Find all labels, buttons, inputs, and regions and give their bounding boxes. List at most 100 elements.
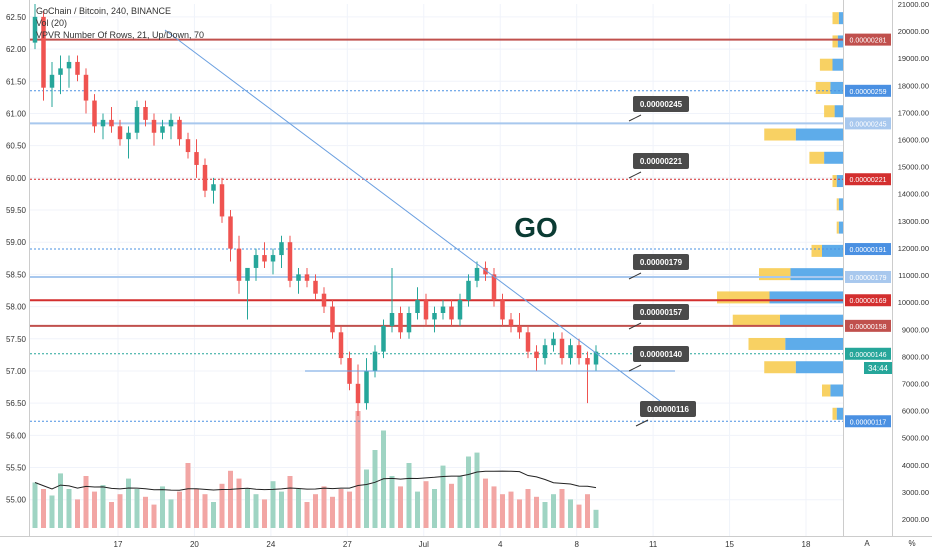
price-lines bbox=[30, 38, 843, 422]
callout-label: 0.00000140 bbox=[640, 350, 683, 359]
volume-tick-label: 9000.00 bbox=[902, 325, 929, 334]
time-axis[interactable]: 17 20 24 27 Jul 4 8 11 15 18 bbox=[114, 540, 811, 549]
price-badge-bg bbox=[845, 33, 891, 46]
vp-row-up bbox=[830, 81, 843, 94]
volume-bar bbox=[296, 489, 301, 528]
volume-bar bbox=[500, 494, 505, 528]
time-tick-label: 11 bbox=[649, 540, 658, 549]
volume-axis[interactable]: 21000.00 20000.00 19000.00 18000.00 17000.00… bbox=[898, 0, 929, 524]
callout-box bbox=[633, 96, 689, 112]
candle-body bbox=[474, 267, 480, 281]
vp-row-up bbox=[824, 151, 843, 164]
candle-body bbox=[381, 325, 386, 352]
candle-body bbox=[168, 119, 174, 127]
volume-bar bbox=[338, 489, 344, 528]
volume-bar bbox=[32, 482, 38, 528]
candle-body bbox=[49, 74, 55, 88]
candle-body bbox=[151, 119, 157, 133]
vp-row-down bbox=[764, 128, 796, 141]
candle-body bbox=[270, 255, 276, 262]
candle-body bbox=[568, 345, 573, 359]
volume-bar bbox=[100, 485, 106, 528]
vp-row-up bbox=[832, 58, 843, 71]
candle-body bbox=[296, 274, 301, 281]
vp-row-up bbox=[838, 198, 843, 211]
vp-row-down bbox=[836, 221, 839, 234]
candle-body bbox=[355, 383, 361, 404]
price-badge-bg bbox=[845, 173, 891, 186]
callout-box bbox=[633, 254, 689, 270]
candle-body bbox=[330, 306, 335, 333]
vp-row-up bbox=[834, 105, 843, 118]
left-tick-label: 62.50 bbox=[6, 13, 27, 22]
candle-body bbox=[415, 300, 420, 313]
candle-body bbox=[253, 255, 259, 268]
vp-row-up bbox=[836, 407, 843, 420]
candle-body bbox=[313, 280, 318, 294]
volume-bar bbox=[355, 411, 361, 528]
callout-label: 0.00000221 bbox=[640, 157, 683, 166]
volume-tick-label: 19000.00 bbox=[898, 54, 929, 63]
vp-row-up bbox=[790, 268, 843, 281]
candle-body bbox=[500, 300, 505, 320]
volume-bar bbox=[253, 494, 259, 528]
left-tick-label: 58.50 bbox=[6, 270, 27, 279]
volume-bar bbox=[219, 483, 225, 528]
vp-row-up bbox=[795, 361, 843, 374]
grid bbox=[30, 4, 843, 536]
volume-tick-label: 11000.00 bbox=[898, 271, 929, 280]
vp-row-down bbox=[717, 291, 770, 304]
volume-bar bbox=[432, 489, 437, 528]
volume-bar bbox=[576, 504, 582, 528]
time-tick-label: 15 bbox=[725, 540, 734, 549]
price-badge-label: 0.00000146 bbox=[850, 352, 887, 359]
price-badge-bg bbox=[845, 319, 891, 332]
time-tick-label: 4 bbox=[498, 540, 503, 549]
volume-profile bbox=[717, 12, 843, 420]
volume-bar bbox=[585, 494, 590, 528]
volume-tick-label: 20000.00 bbox=[898, 27, 929, 36]
legend: GoChain / Bitcoin, 240, BINANCE Vol (20)… bbox=[36, 6, 204, 40]
auto-scale-button[interactable]: A bbox=[864, 539, 870, 548]
vp-row-down bbox=[819, 58, 833, 71]
volume-tick-label: 6000.00 bbox=[902, 407, 929, 416]
volume-bar bbox=[109, 502, 114, 528]
volume-bar bbox=[117, 494, 123, 528]
candle-body bbox=[66, 61, 72, 69]
volume-bar bbox=[66, 489, 72, 528]
volume-bar bbox=[347, 491, 352, 528]
volume-bar bbox=[568, 499, 573, 528]
volume-bar bbox=[185, 463, 191, 528]
percent-scale-button[interactable]: % bbox=[908, 539, 915, 548]
left-price-axis[interactable]: 62.50 62.00 61.50 61.00 60.50 60.00 59.50 59.00… bbox=[6, 13, 27, 505]
vp-row-down bbox=[822, 384, 831, 397]
vp-row-down bbox=[748, 337, 786, 350]
vp-row-up bbox=[822, 244, 843, 257]
candle-body bbox=[126, 132, 131, 140]
callout-box bbox=[633, 304, 689, 320]
volume-bar bbox=[41, 489, 46, 528]
volume-bar bbox=[525, 489, 531, 528]
vp-row-down bbox=[811, 244, 822, 257]
volume-bar bbox=[542, 502, 548, 528]
vp-row-down bbox=[832, 175, 837, 188]
candle-body bbox=[32, 16, 38, 43]
price-badge-label: 0.00000158 bbox=[850, 324, 887, 331]
volume-bar bbox=[75, 499, 80, 528]
volume-tick-label: 3000.00 bbox=[902, 488, 929, 497]
candle-body bbox=[100, 119, 106, 127]
candle-body bbox=[117, 126, 123, 140]
candle-body bbox=[287, 242, 293, 281]
candle-body bbox=[551, 338, 556, 346]
time-tick-label: Jul bbox=[419, 540, 429, 549]
candle-body bbox=[364, 370, 369, 404]
left-tick-label: 57.50 bbox=[6, 335, 27, 344]
candle-body bbox=[245, 267, 250, 281]
volume-bar bbox=[83, 476, 89, 528]
candle-body bbox=[211, 184, 216, 191]
volume-bar bbox=[58, 473, 63, 528]
volume-bar bbox=[270, 481, 276, 528]
legend-vpvr: VPVR Number Of Rows, 21, Up/Down, 70 bbox=[36, 30, 204, 40]
vp-row-down bbox=[815, 81, 831, 94]
